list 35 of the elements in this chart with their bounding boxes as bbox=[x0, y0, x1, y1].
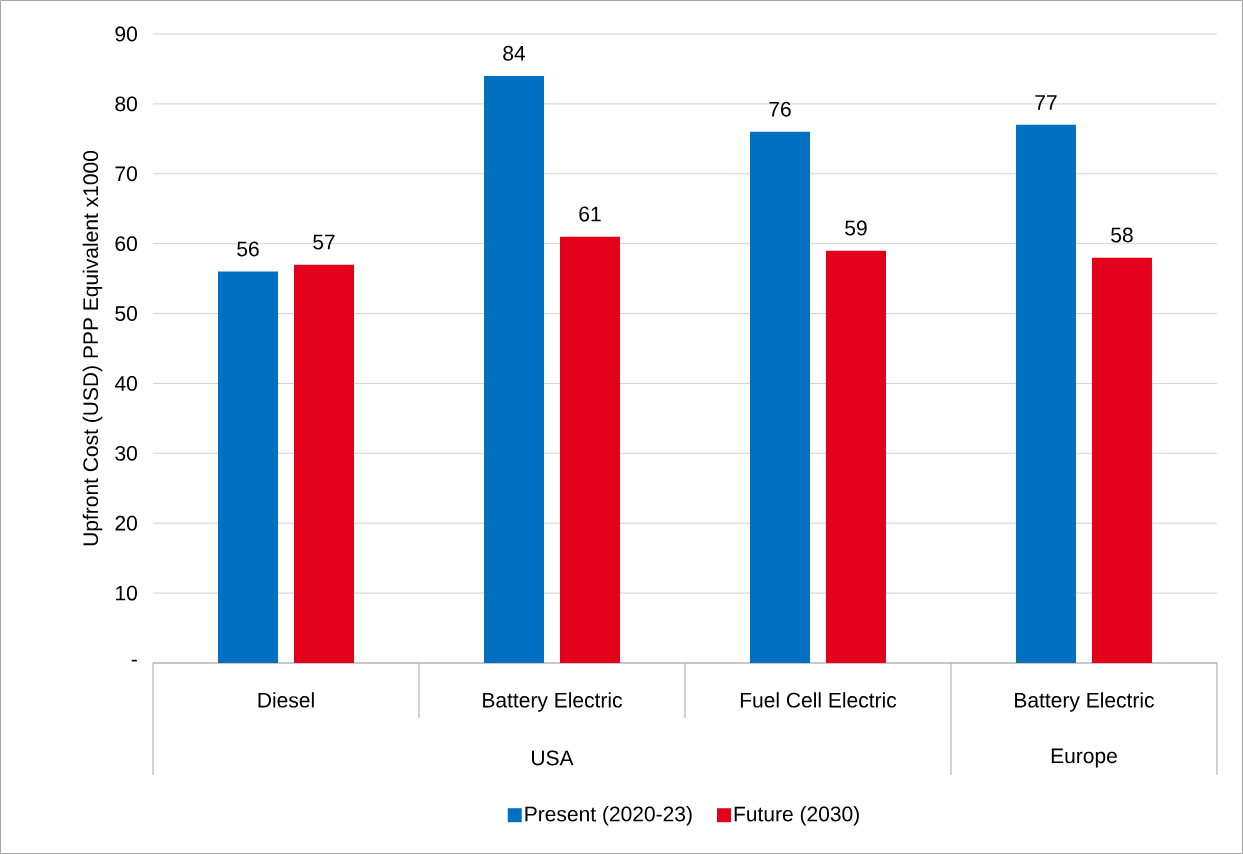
legend-label: Future (2030) bbox=[734, 806, 859, 826]
data-label: 61 bbox=[579, 206, 601, 222]
y-tick-label: - bbox=[131, 659, 137, 662]
x-tick-label: Fuel Cell Electric bbox=[740, 692, 897, 708]
data-label: 58 bbox=[1111, 227, 1133, 243]
x-tick-label: Battery Electric bbox=[483, 692, 623, 712]
y-tick-label: 30 bbox=[115, 445, 137, 461]
y-tick-label: 90 bbox=[115, 26, 137, 42]
y-tick-label: 50 bbox=[115, 306, 137, 321]
data-label: 57 bbox=[313, 234, 335, 250]
bar bbox=[749, 131, 810, 663]
bar bbox=[483, 75, 544, 663]
y-tick-label: 60 bbox=[115, 236, 137, 252]
x-tick-label: Battery Electric bbox=[1015, 692, 1154, 712]
data-label: 84 bbox=[503, 45, 526, 61]
y-tick-label: 10 bbox=[116, 585, 137, 601]
data-label: 76 bbox=[769, 101, 791, 117]
y-tick-label: 40 bbox=[114, 376, 137, 391]
data-label: 56 bbox=[237, 241, 259, 257]
bar bbox=[1091, 257, 1152, 663]
bar bbox=[559, 236, 620, 663]
bar bbox=[218, 271, 278, 663]
bar bbox=[1015, 124, 1076, 663]
legend-label: Present (2020-23) bbox=[525, 806, 692, 826]
y-tick-label: 70 bbox=[115, 166, 137, 182]
y-tick-label: 80 bbox=[115, 96, 137, 112]
y-axis-title: Upfront Cost (USD) PPP Equivalent x1000 bbox=[82, 150, 103, 546]
data-label: 59 bbox=[845, 220, 867, 236]
bar bbox=[825, 250, 886, 663]
bar bbox=[294, 264, 354, 663]
text: Europe bbox=[1051, 748, 1117, 768]
text: USA bbox=[532, 750, 574, 766]
y-tick-label: 20 bbox=[115, 515, 137, 531]
x-tick-label: Diesel bbox=[258, 692, 314, 708]
data-label: 77 bbox=[1035, 95, 1057, 110]
